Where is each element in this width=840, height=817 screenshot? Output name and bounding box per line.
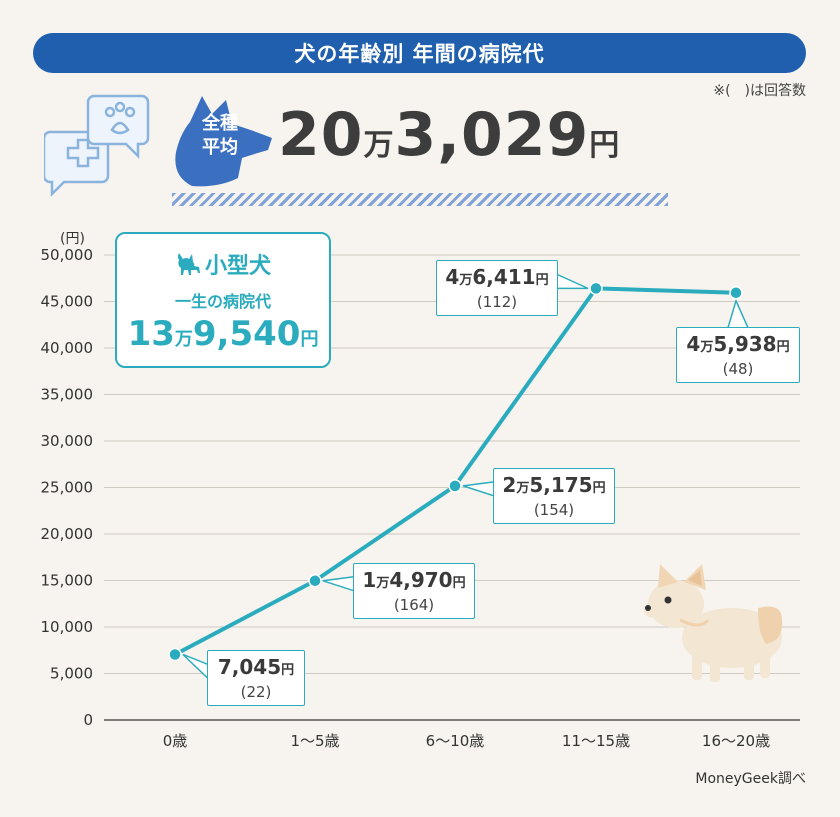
data-label-yen: 円 xyxy=(535,273,549,289)
data-label-value: 1万4,970円 xyxy=(362,568,466,596)
data-label-count: (22) xyxy=(240,683,272,702)
data-label-num: 6,411 xyxy=(472,265,536,290)
x-tick-label: 16〜20歳 xyxy=(702,732,770,750)
y-tick-label: 25,000 xyxy=(41,479,94,497)
y-tick-label: 10,000 xyxy=(41,618,94,636)
data-label-value: 4万5,938円 xyxy=(685,332,791,360)
data-label: 7,045円 (22) xyxy=(207,650,305,707)
response-count-note: ※( )は回答数 xyxy=(713,83,806,99)
data-label-num: 5,938 xyxy=(713,331,777,356)
chart-title: 犬の年齢別 年間の病院代 xyxy=(33,33,806,73)
data-point xyxy=(589,281,603,296)
data-label-yen: 円 xyxy=(776,339,790,355)
data-label-yen: 円 xyxy=(281,663,295,679)
total-num2: 3,029 xyxy=(394,100,590,170)
y-tick-label: 50,000 xyxy=(41,246,94,264)
lifetime-num1: 13 xyxy=(127,314,175,354)
small-dog-heading-text: 小型犬 xyxy=(204,254,271,279)
lifetime-unit1: 万 xyxy=(174,329,193,350)
data-point xyxy=(729,286,743,300)
x-tick-label: 0歳 xyxy=(163,732,188,750)
data-label-man: 万 xyxy=(376,575,390,591)
y-tick-label: 45,000 xyxy=(41,293,94,311)
lifetime-num2: 9,540 xyxy=(192,314,301,354)
data-label-pre: 4 xyxy=(445,265,460,290)
data-label: 1万4,970円 (164) xyxy=(353,562,475,619)
callout-pointer xyxy=(556,273,589,290)
y-tick-label: 20,000 xyxy=(41,525,94,543)
data-label-yen: 円 xyxy=(452,575,466,591)
data-label-man: 万 xyxy=(459,273,473,289)
hatch-underline xyxy=(172,193,668,206)
badge-line1: 全種 xyxy=(202,113,238,134)
x-tick-label: 11〜15歳 xyxy=(562,732,630,750)
data-label-num: 5,175 xyxy=(529,472,593,497)
total-unit2: 円 xyxy=(589,128,621,163)
callout-pointer xyxy=(182,653,209,681)
dog-head-icon xyxy=(175,96,272,187)
data-label-pre: 1 xyxy=(362,567,377,592)
small-dog-heading: 小型犬 xyxy=(117,248,329,280)
data-label: 2万5,175円 (154) xyxy=(493,467,615,524)
lifetime-cost-label: 一生の病院代 xyxy=(174,292,271,311)
x-tick-label: 6〜10歳 xyxy=(426,732,485,750)
total-unit1: 万 xyxy=(363,128,395,163)
source-credit: MoneyGeek調べ xyxy=(695,771,806,787)
data-point xyxy=(448,479,462,493)
data-label-count: (154) xyxy=(533,500,575,519)
data-label-value: 4万6,411円 xyxy=(445,265,549,293)
data-label-yen: 円 xyxy=(592,480,606,496)
data-label-pre: 4 xyxy=(686,331,701,356)
y-tick-label: 15,000 xyxy=(41,572,94,590)
data-label-count: (112) xyxy=(476,293,518,312)
chihuahua-illustration xyxy=(644,564,783,682)
data-label-count: (48) xyxy=(722,359,754,378)
lifetime-cost-amount: 13万9,540円 xyxy=(117,314,329,354)
y-tick-label: 30,000 xyxy=(41,432,94,450)
lifetime-unit2: 円 xyxy=(300,329,319,350)
total-num1: 20 xyxy=(278,100,364,170)
data-point xyxy=(168,647,182,662)
callout-pointer xyxy=(322,575,355,592)
y-tick-label: 35,000 xyxy=(41,386,94,404)
vet-chat-icon xyxy=(44,94,150,197)
data-label-pre: 2 xyxy=(502,472,517,497)
data-label-man: 万 xyxy=(700,339,714,355)
y-tick-label: 0 xyxy=(83,711,93,729)
data-label: 4万6,411円 (112) xyxy=(436,260,558,317)
data-label-man: 万 xyxy=(516,480,530,496)
data-label-num: 7,045 xyxy=(217,655,282,680)
data-label-num: 4,970 xyxy=(389,567,453,592)
data-label-count: (164) xyxy=(393,595,435,614)
data-label-value: 2万5,175円 xyxy=(502,473,606,501)
callout-pointer xyxy=(462,481,495,497)
y-tick-label: 40,000 xyxy=(41,339,94,357)
overall-average-total: 20万3,029円 xyxy=(278,100,620,170)
small-dog-summary-box: 小型犬 一生の病院代 13万9,540円 xyxy=(115,232,331,368)
small-dog-icon xyxy=(177,253,200,275)
data-label: 4万5,938円 (48) xyxy=(676,326,800,383)
y-tick-label: 5,000 xyxy=(50,665,93,683)
data-label-value: 7,045円 xyxy=(216,655,296,683)
data-point xyxy=(308,574,322,588)
average-badge: 全種 平均 xyxy=(190,112,250,160)
badge-line2: 平均 xyxy=(202,137,238,158)
y-axis-unit: (円) xyxy=(60,231,85,247)
callout-pointer xyxy=(726,298,750,329)
x-tick-label: 1〜5歳 xyxy=(290,732,339,750)
